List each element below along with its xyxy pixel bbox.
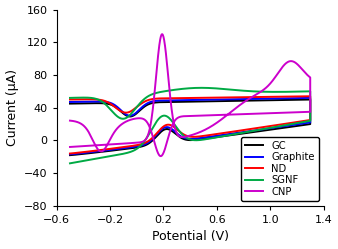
SGNF (154, 121, 158, 124)
CNP (217, 113, 221, 116)
CNP (77, 145, 81, 148)
SGNF (68, 96, 72, 99)
ND (308, 95, 312, 98)
Y-axis label: Current (μA): Current (μA) (5, 69, 19, 146)
Graphite (68, 101, 72, 104)
ND (154, 133, 158, 136)
CNP (160, 33, 164, 36)
CNP (159, 155, 163, 158)
Graphite (217, 98, 221, 101)
GC (68, 154, 72, 157)
GC (77, 153, 81, 156)
ND (217, 96, 221, 99)
Line: ND: ND (70, 96, 310, 154)
Graphite (308, 96, 312, 99)
ND (68, 98, 72, 101)
SGNF (99, 99, 103, 102)
CNP (303, 111, 307, 114)
SGNF (303, 90, 307, 93)
ND (285, 122, 289, 125)
CNP (68, 119, 72, 122)
Graphite (99, 100, 103, 103)
Line: GC: GC (70, 100, 310, 155)
Line: Graphite: Graphite (70, 98, 310, 154)
Graphite (154, 134, 158, 137)
ND (77, 151, 81, 154)
Line: CNP: CNP (70, 34, 310, 156)
ND (303, 95, 307, 98)
GC (308, 98, 312, 101)
Graphite (285, 124, 289, 127)
GC (154, 135, 158, 138)
SGNF (199, 86, 203, 89)
ND (99, 98, 103, 101)
GC (285, 126, 289, 129)
CNP (154, 76, 158, 79)
GC (303, 98, 307, 101)
SGNF (217, 87, 221, 90)
ND (68, 152, 72, 155)
CNP (286, 61, 290, 63)
GC (68, 102, 72, 105)
Line: SGNF: SGNF (70, 88, 310, 163)
CNP (68, 145, 72, 148)
GC (99, 102, 103, 105)
GC (217, 100, 221, 103)
Graphite (303, 97, 307, 100)
SGNF (77, 160, 81, 163)
SGNF (285, 123, 289, 126)
SGNF (68, 162, 72, 165)
Legend: GC, Graphite, ND, SGNF, CNP: GC, Graphite, ND, SGNF, CNP (241, 137, 319, 201)
CNP (98, 150, 102, 153)
Graphite (77, 152, 81, 155)
X-axis label: Potential (V): Potential (V) (152, 230, 228, 244)
Graphite (68, 153, 72, 156)
